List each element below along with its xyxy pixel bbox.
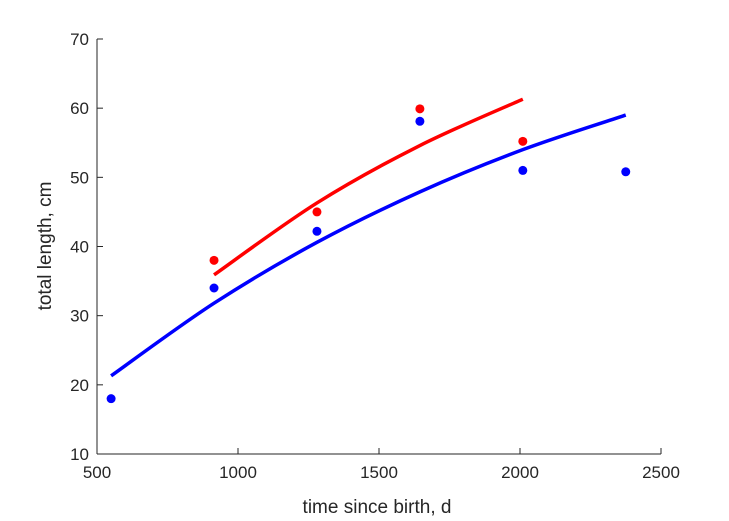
x-axis-label: time since birth, d xyxy=(303,497,452,518)
data-point-series-1 xyxy=(209,283,219,293)
y-axis-label: total length, cm xyxy=(35,182,56,311)
x-tick-label: 1000 xyxy=(219,463,257,482)
x-tick-label: 2000 xyxy=(501,463,539,482)
data-point-series-2 xyxy=(209,255,219,265)
y-tick-label: 60 xyxy=(70,99,89,118)
x-tick-label: 500 xyxy=(83,463,111,482)
fit-curve-series-2 xyxy=(213,97,524,277)
data-point-series-1 xyxy=(312,226,322,236)
data-point-series-2 xyxy=(415,104,425,114)
y-tick-label: 70 xyxy=(70,30,89,49)
data-point-series-1 xyxy=(106,394,116,404)
data-point-series-2 xyxy=(518,136,528,146)
data-point-series-2 xyxy=(312,207,322,217)
y-tick-label: 30 xyxy=(70,307,89,326)
data-point-series-1 xyxy=(621,167,631,177)
y-tick-label: 40 xyxy=(70,238,89,257)
y-tick-label: 20 xyxy=(70,376,89,395)
fit-curves xyxy=(110,97,627,378)
y-tick-label: 10 xyxy=(70,445,89,464)
data-point-series-1 xyxy=(415,116,425,126)
data-point-series-1 xyxy=(518,165,528,175)
x-tick-label: 2500 xyxy=(642,463,680,482)
fit-curve-series-1 xyxy=(110,113,627,378)
plot-area: 500 1000 1500 2000 2500 10 20 30 40 50 60 70 xyxy=(70,30,680,482)
x-tick-label: 1500 xyxy=(360,463,398,482)
ticks: 500 1000 1500 2000 2500 10 20 30 40 50 60 70 xyxy=(70,30,680,482)
y-tick-label: 50 xyxy=(70,168,89,187)
data-points xyxy=(106,104,631,404)
